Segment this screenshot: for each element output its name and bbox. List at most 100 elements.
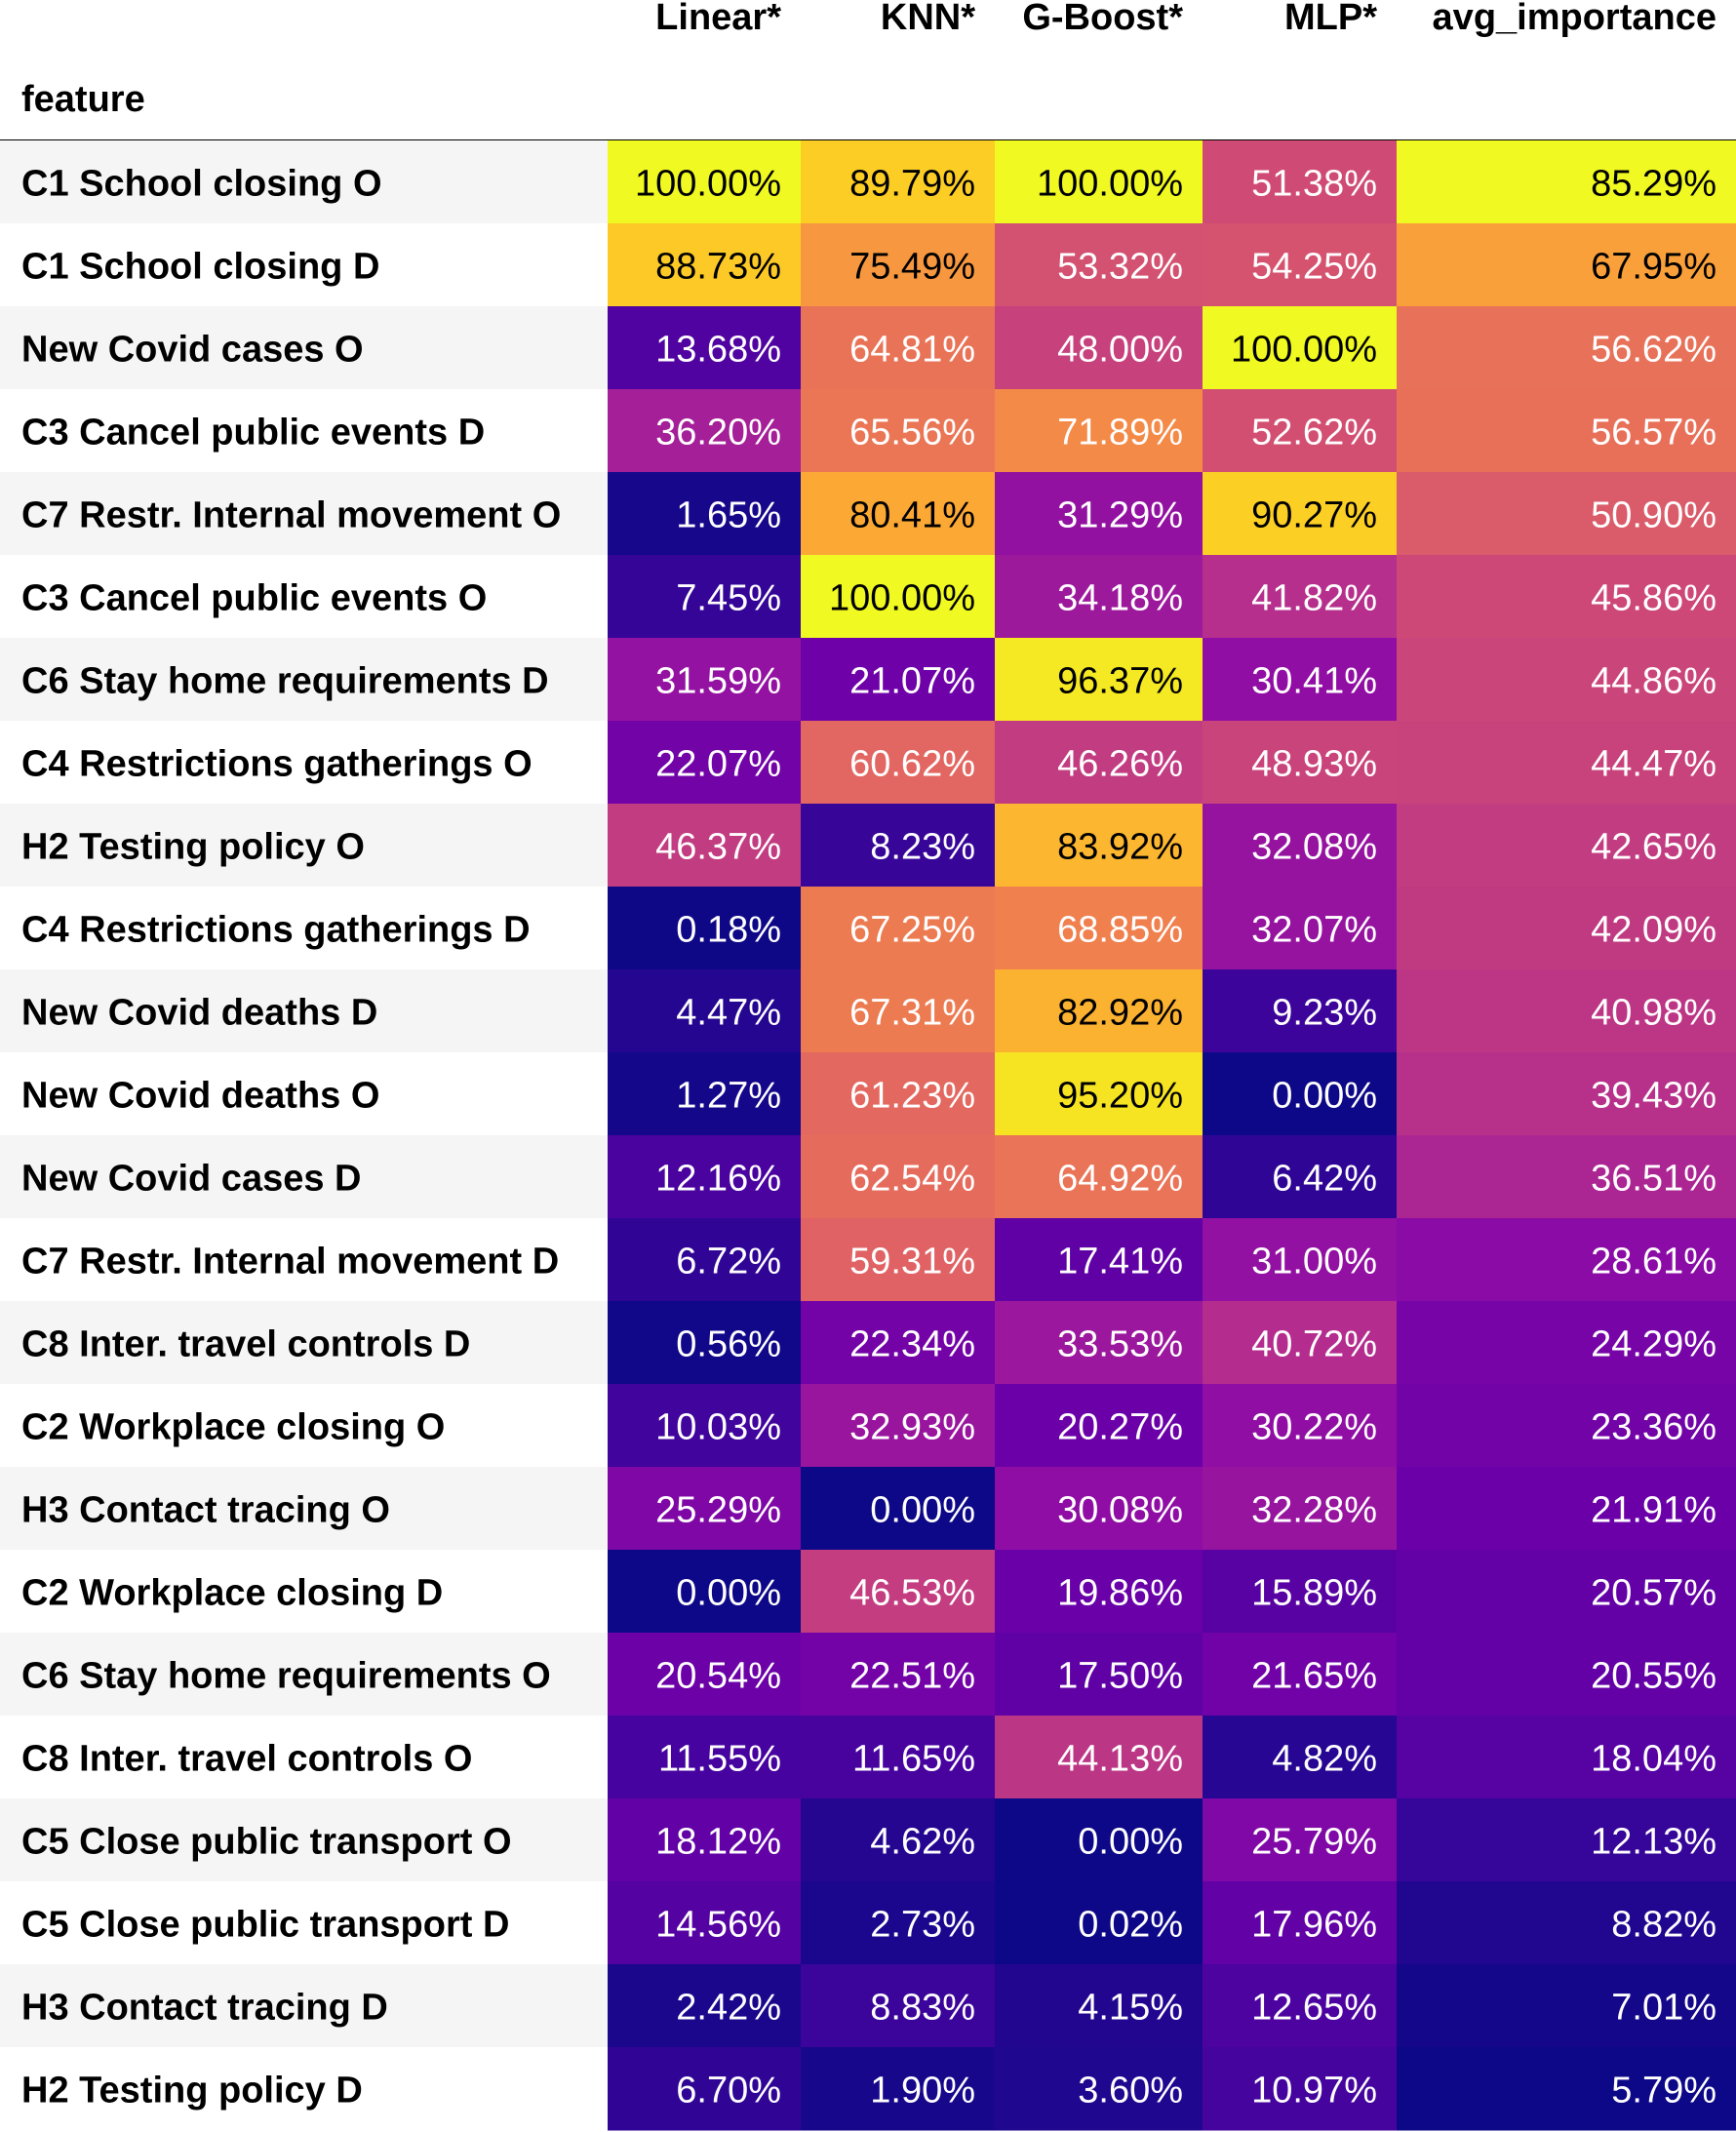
heatmap-cell bbox=[801, 472, 995, 556]
heatmap-cell bbox=[608, 389, 801, 473]
cell-value-label: 2.73% bbox=[870, 1905, 975, 1946]
cell-value-label: 46.53% bbox=[849, 1573, 975, 1614]
heatmap-cell bbox=[1203, 969, 1397, 1053]
heatmap-cell bbox=[1203, 1798, 1397, 1882]
row-label-background bbox=[0, 2047, 608, 2130]
heatmap-cell bbox=[1397, 1384, 1736, 1468]
heatmap-cell bbox=[1203, 1384, 1397, 1468]
cell-value-label: 32.07% bbox=[1251, 910, 1377, 951]
cell-value-label: 95.20% bbox=[1057, 1076, 1183, 1117]
cell-value-label: 82.92% bbox=[1057, 993, 1183, 1034]
cell-value-label: 89.79% bbox=[849, 164, 975, 205]
heatmap-cell bbox=[801, 1964, 995, 2048]
table-row: C7 Restr. Internal movement O 1.65% 80.41%… bbox=[0, 472, 1736, 556]
row-feature-label: New Covid cases D bbox=[21, 1159, 361, 1200]
heatmap-cell bbox=[1203, 1550, 1397, 1634]
cell-value-label: 85.29% bbox=[1591, 164, 1716, 205]
cell-value-label: 17.96% bbox=[1251, 1905, 1377, 1946]
cell-value-label: 2.42% bbox=[676, 1988, 781, 2029]
row-feature-label: New Covid deaths O bbox=[21, 1076, 379, 1117]
cell-value-label: 54.25% bbox=[1251, 247, 1377, 288]
row-feature-label: C6 Stay home requirements O bbox=[21, 1656, 551, 1697]
cell-value-label: 56.62% bbox=[1591, 330, 1716, 371]
table-row: C5 Close public transport O 18.12% 4.62% 0.… bbox=[0, 1798, 1736, 1882]
table-row: C8 Inter. travel controls D 0.56% 22.34% 33… bbox=[0, 1301, 1736, 1385]
cell-value-label: 0.18% bbox=[676, 910, 781, 951]
heatmap-cell bbox=[608, 969, 801, 1053]
heatmap-cell bbox=[801, 804, 995, 888]
cell-value-label: 15.89% bbox=[1251, 1573, 1377, 1614]
cell-value-label: 12.65% bbox=[1251, 1988, 1377, 2029]
cell-value-label: 42.65% bbox=[1591, 827, 1716, 868]
cell-value-label: 6.70% bbox=[676, 2071, 781, 2112]
cell-value-label: 30.41% bbox=[1251, 661, 1377, 702]
heatmap-cell bbox=[1203, 1301, 1397, 1385]
heatmap-cell bbox=[995, 472, 1203, 556]
row-feature-label: New Covid cases O bbox=[21, 330, 364, 371]
heatmap-cell bbox=[995, 1881, 1203, 1965]
cell-value-label: 48.00% bbox=[1057, 330, 1183, 371]
table-row: C3 Cancel public events D 36.20% 65.56% 71.… bbox=[0, 389, 1736, 473]
heatmap-cell bbox=[608, 1881, 801, 1965]
cell-value-label: 44.47% bbox=[1591, 744, 1716, 785]
cell-value-label: 67.31% bbox=[849, 993, 975, 1034]
row-feature-label: C5 Close public transport D bbox=[21, 1905, 509, 1946]
row-feature-label: C4 Restrictions gatherings O bbox=[21, 744, 533, 785]
heatmap-cell bbox=[1397, 140, 1736, 224]
cell-value-label: 6.42% bbox=[1272, 1159, 1377, 1200]
cell-value-label: 12.13% bbox=[1591, 1822, 1716, 1863]
heatmap-cell bbox=[1397, 389, 1736, 473]
heatmap-cell bbox=[801, 1301, 995, 1385]
heatmap-cell bbox=[608, 638, 801, 722]
heatmap-cell bbox=[1203, 804, 1397, 888]
row-label-background bbox=[0, 1467, 608, 1550]
cell-value-label: 68.85% bbox=[1057, 910, 1183, 951]
heatmap-cell bbox=[1397, 1716, 1736, 1799]
cell-value-label: 25.79% bbox=[1251, 1822, 1377, 1863]
cell-value-label: 8.82% bbox=[1611, 1905, 1716, 1946]
heatmap-cell bbox=[995, 969, 1203, 1053]
cell-value-label: 34.18% bbox=[1057, 578, 1183, 619]
cell-value-label: 46.37% bbox=[655, 827, 781, 868]
cell-value-label: 11.55% bbox=[658, 1739, 781, 1780]
cell-value-label: 9.23% bbox=[1272, 993, 1377, 1034]
row-feature-label: C2 Workplace closing D bbox=[21, 1573, 443, 1614]
table-row: C5 Close public transport D 14.56% 2.73% 0.… bbox=[0, 1881, 1736, 1965]
row-feature-label: C3 Cancel public events O bbox=[21, 578, 487, 619]
heatmap-cell bbox=[801, 1218, 995, 1302]
heatmap-cell bbox=[608, 472, 801, 556]
heatmap-cell bbox=[608, 1550, 801, 1634]
heatmap-cell bbox=[608, 1964, 801, 2048]
heatmap-cell bbox=[801, 969, 995, 1053]
heatmap-cell bbox=[1397, 555, 1736, 639]
cell-value-label: 88.73% bbox=[655, 247, 781, 288]
heatmap-cell bbox=[801, 1716, 995, 1799]
heatmap-cell bbox=[1397, 1964, 1736, 2048]
cell-value-label: 6.72% bbox=[676, 1242, 781, 1283]
cell-value-label: 56.57% bbox=[1591, 413, 1716, 454]
cell-value-label: 14.56% bbox=[655, 1905, 781, 1946]
cell-value-label: 19.86% bbox=[1057, 1573, 1183, 1614]
row-label-background bbox=[0, 969, 608, 1052]
cell-value-label: 23.36% bbox=[1591, 1407, 1716, 1448]
heatmap-cell bbox=[995, 638, 1203, 722]
column-header: KNN* bbox=[881, 0, 975, 38]
cell-value-label: 67.95% bbox=[1591, 247, 1716, 288]
cell-value-label: 32.08% bbox=[1251, 827, 1377, 868]
cell-value-label: 0.00% bbox=[870, 1490, 975, 1531]
heatmap-cell bbox=[1203, 1218, 1397, 1302]
column-header: Linear* bbox=[655, 0, 781, 38]
heatmap-cell bbox=[801, 1633, 995, 1717]
heatmap-cell bbox=[1397, 2047, 1736, 2131]
cell-value-label: 53.32% bbox=[1057, 247, 1183, 288]
cell-value-label: 5.79% bbox=[1611, 2071, 1716, 2112]
heatmap-cell bbox=[995, 721, 1203, 805]
heatmap-cell bbox=[801, 223, 995, 307]
cell-value-label: 20.27% bbox=[1057, 1407, 1183, 1448]
table-row: H2 Testing policy O 46.37% 8.23% 83.92% 32.0… bbox=[0, 804, 1736, 888]
cell-value-label: 80.41% bbox=[849, 495, 975, 536]
heatmap-cell bbox=[801, 555, 995, 639]
cell-value-label: 44.13% bbox=[1057, 1739, 1183, 1780]
cell-value-label: 10.97% bbox=[1251, 2071, 1377, 2112]
table-body: C1 School closing O 100.00% 89.79% 100.00% 5… bbox=[0, 140, 1736, 2131]
